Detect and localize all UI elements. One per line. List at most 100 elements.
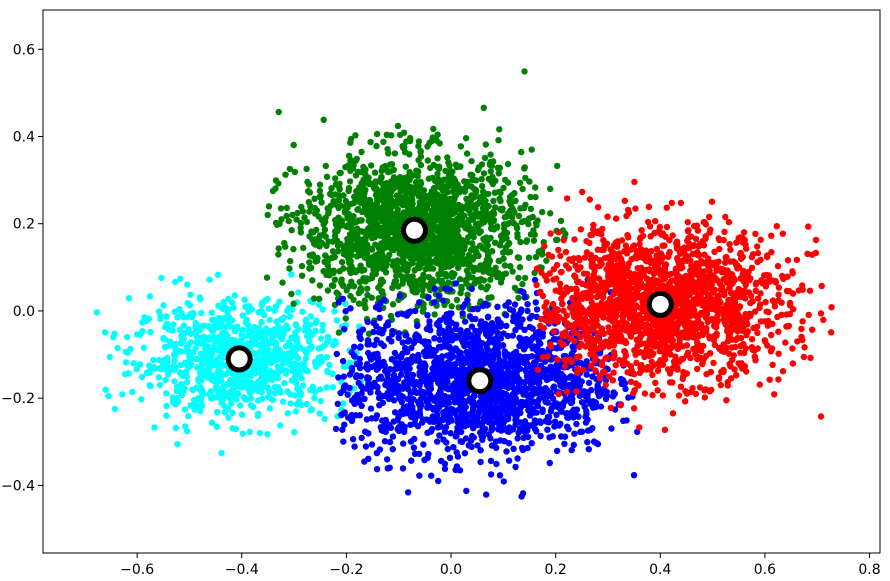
data-point (440, 412, 448, 419)
data-point (425, 175, 433, 182)
data-point (479, 427, 486, 434)
data-point (264, 211, 271, 219)
data-point (280, 331, 287, 339)
data-point (342, 163, 349, 171)
data-point (573, 420, 580, 428)
data-point (279, 316, 286, 324)
data-point (262, 364, 269, 371)
data-point (416, 472, 423, 479)
data-point (525, 362, 532, 370)
data-point (324, 287, 332, 294)
data-point (302, 355, 310, 362)
data-point (304, 178, 311, 186)
data-point (560, 373, 567, 380)
data-point (229, 409, 236, 416)
data-point (122, 359, 130, 366)
data-point (427, 164, 434, 172)
data-point (505, 440, 513, 447)
data-point (493, 460, 500, 468)
data-point (352, 172, 360, 179)
data-point (416, 411, 424, 418)
data-point (319, 327, 326, 334)
data-point (539, 406, 546, 413)
data-point (266, 388, 273, 395)
data-point (441, 428, 449, 435)
data-point (584, 438, 591, 446)
data-point (315, 361, 322, 368)
data-point (272, 185, 279, 192)
data-point (242, 371, 249, 379)
data-point (215, 336, 222, 344)
data-point (206, 391, 213, 398)
data-point (501, 262, 509, 269)
data-point (238, 411, 246, 418)
data-point (119, 391, 126, 398)
data-point (239, 334, 246, 341)
data-point (585, 446, 592, 453)
data-point (172, 424, 180, 432)
data-point (286, 165, 294, 173)
data-point (541, 391, 548, 399)
data-point (431, 335, 438, 342)
data-point (524, 385, 531, 393)
data-point (432, 414, 439, 421)
data-point (566, 374, 573, 381)
data-point (524, 341, 531, 349)
data-point (547, 185, 554, 192)
data-point (373, 449, 381, 457)
data-point (524, 433, 532, 441)
data-point (339, 357, 347, 365)
data-point (224, 405, 232, 412)
data-point (454, 204, 462, 211)
data-point (290, 300, 297, 307)
data-point (390, 418, 397, 425)
data-point (225, 414, 232, 421)
data-point (252, 350, 259, 358)
data-point (435, 292, 442, 299)
data-point (413, 167, 420, 174)
data-point (358, 228, 366, 235)
data-point (350, 296, 357, 304)
data-point (340, 265, 347, 272)
data-point (137, 331, 144, 338)
data-point (323, 354, 331, 361)
data-point (438, 356, 445, 363)
data-point (407, 359, 415, 366)
data-point (301, 364, 308, 371)
data-point (548, 393, 555, 400)
data-point (370, 266, 377, 274)
data-point (477, 458, 484, 466)
data-point (345, 184, 353, 192)
data-point (160, 302, 167, 309)
data-point (444, 232, 451, 239)
data-point (290, 141, 297, 149)
data-point (374, 256, 382, 264)
data-point (495, 170, 502, 177)
data-point (185, 326, 192, 333)
data-point (499, 389, 507, 397)
data-point (180, 322, 188, 329)
data-point (500, 184, 507, 192)
data-point (347, 200, 355, 208)
data-point (364, 366, 371, 373)
data-point (255, 324, 263, 331)
data-point (254, 412, 262, 420)
data-point (179, 372, 187, 380)
data-point (509, 268, 516, 275)
data-point (437, 278, 445, 285)
data-point (510, 445, 517, 452)
data-point (345, 152, 353, 159)
data-point (174, 441, 181, 448)
data-point (378, 288, 385, 295)
data-point (485, 294, 492, 301)
data-point (316, 187, 324, 195)
data-point (472, 327, 479, 335)
data-point (620, 417, 627, 424)
data-point (447, 362, 454, 369)
data-point (309, 330, 316, 338)
data-point (170, 321, 177, 328)
data-point (574, 375, 581, 382)
data-point (145, 368, 152, 376)
data-point (494, 339, 501, 346)
data-point (343, 287, 350, 294)
